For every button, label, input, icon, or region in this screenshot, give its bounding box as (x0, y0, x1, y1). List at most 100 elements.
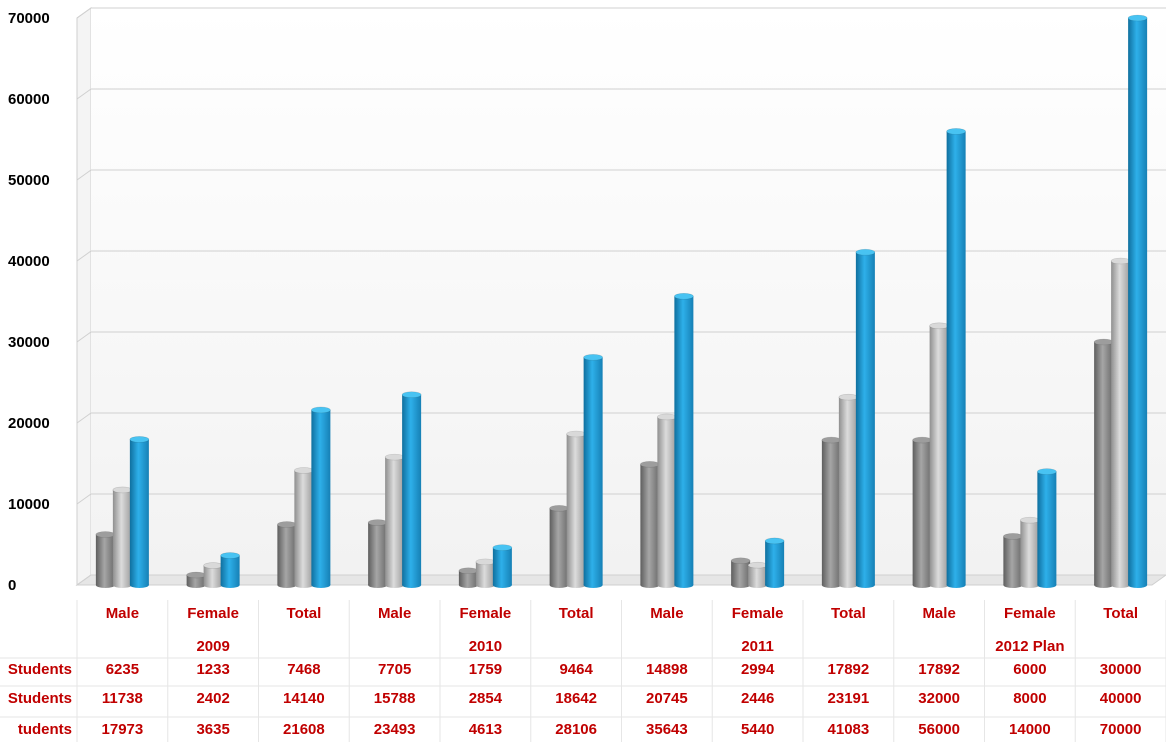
gridline (76, 412, 1166, 424)
bar-base (294, 582, 314, 588)
bar-cap (1003, 533, 1023, 540)
category-label: Total (559, 605, 594, 622)
data-table: Students 6235 1233 7468 7705 1759 9464 14898 299… (0, 600, 1166, 747)
bar-cap (657, 413, 677, 421)
bar-base (1020, 582, 1040, 588)
category-label: Total (1103, 605, 1138, 622)
data-label: 9464 (559, 661, 593, 678)
bar-body (458, 570, 478, 585)
bar-cap (277, 521, 297, 528)
bar (401, 391, 422, 588)
bar-base (838, 582, 858, 588)
category-label: Female (1004, 605, 1056, 622)
bar-body (475, 561, 495, 585)
data-label: 1759 (469, 661, 502, 678)
bar (566, 430, 586, 588)
bar-cap (566, 430, 586, 438)
group-label: 2010 (469, 638, 502, 655)
bar-cap (1020, 516, 1040, 524)
bar (747, 561, 768, 588)
data-label: 15788 (374, 690, 416, 707)
bar-body (385, 457, 405, 585)
gridline (76, 331, 1166, 343)
bar (1127, 14, 1148, 588)
bar-cap (220, 552, 240, 559)
bar-body (1111, 261, 1131, 585)
data-label: 3635 (196, 721, 229, 738)
data-label: 2446 (741, 690, 774, 707)
bar-cap (112, 486, 133, 494)
bar (186, 571, 206, 588)
bar-cap (1110, 257, 1131, 265)
gridline (76, 7, 1166, 19)
bar-cap (294, 467, 314, 474)
bar-cap (855, 248, 876, 256)
bar-cap (764, 537, 785, 545)
bar-body (1094, 342, 1114, 585)
bar (838, 393, 859, 588)
y-tick-label: 50000 (8, 172, 50, 189)
y-tick-label: 40000 (8, 253, 50, 270)
y-tick-label: 0 (8, 577, 16, 594)
bar-base (368, 582, 388, 588)
bar-base (458, 582, 478, 588)
bar-body (821, 440, 841, 585)
bar-body (657, 416, 677, 585)
data-label: 6000 (1013, 661, 1046, 678)
bar-base (95, 582, 115, 588)
bar-cap (1127, 14, 1148, 22)
data-label: 17892 (828, 661, 870, 678)
back-wall (91, 8, 1166, 575)
y-tick-label: 30000 (8, 334, 50, 351)
data-label: 1233 (196, 661, 229, 678)
data-label: 2402 (196, 690, 229, 707)
bar-base (929, 582, 949, 588)
bar-body (929, 325, 949, 585)
y-tick-label: 70000 (8, 10, 50, 27)
bar-base (1111, 582, 1131, 588)
bar-cap (640, 461, 660, 468)
data-label: 23191 (828, 690, 870, 707)
y-tick-label: 10000 (8, 496, 50, 513)
category-label: Female (732, 605, 784, 622)
bar-cap (1093, 338, 1114, 346)
bar-body (203, 565, 223, 585)
bar-base (385, 582, 405, 588)
bar-cap (912, 436, 932, 444)
bar (458, 567, 479, 588)
bar (549, 505, 569, 588)
data-label: 40000 (1100, 690, 1142, 707)
row-label: tudents (18, 721, 72, 738)
bar-body (186, 575, 206, 585)
category-label: Male (922, 605, 955, 622)
bar-body (368, 522, 388, 585)
group-label: 2009 (196, 638, 229, 655)
bar-base (549, 582, 569, 588)
table-row: Students 6235 1233 7468 7705 1759 9464 14898 299… (8, 661, 1142, 678)
data-label: 28106 (555, 721, 597, 738)
bar-body (946, 131, 966, 585)
bar-base (1003, 582, 1023, 588)
bar (855, 248, 876, 588)
row-label: Students (8, 661, 72, 678)
bar (475, 558, 496, 588)
table-row: Students 11738 2402 14140 15788 2854 18642 2074… (8, 690, 1142, 707)
y-tick-label: 60000 (8, 91, 50, 108)
bar-base (583, 582, 603, 588)
axis-labels: 0 10000 20000 30000 40000 50000 60000 70000 Male… (8, 10, 1138, 655)
bar-cap (401, 391, 422, 399)
bar-body (748, 565, 768, 585)
bar-base (566, 582, 586, 588)
bar-body (402, 394, 422, 585)
table-row: tudents 17973 3635 21608 23493 4613 28106 35643… (18, 721, 1142, 738)
bar-base (912, 582, 932, 588)
bar (946, 128, 966, 588)
bar-base (402, 582, 422, 588)
bar (311, 406, 331, 588)
bar (129, 436, 150, 588)
bar-body (855, 252, 875, 585)
bar-cap (747, 561, 768, 569)
data-label: 2994 (741, 661, 775, 678)
bar-body (95, 534, 115, 585)
bar-cap (549, 505, 569, 512)
